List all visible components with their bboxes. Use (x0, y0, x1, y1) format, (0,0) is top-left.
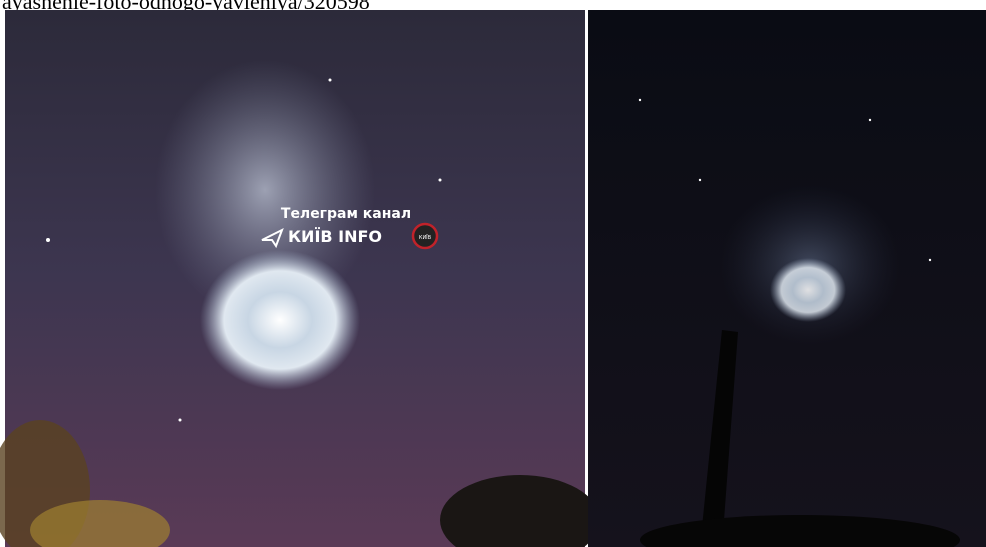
left-photo: Телеграм канал КИЇВ INFO КИЇВ (0, 10, 600, 547)
watermark-badge: КИЇВ (419, 234, 432, 241)
photos: Телеграм канал КИЇВ INFO КИЇВ (0, 0, 986, 547)
watermark-line2: КИЇВ INFO (288, 227, 382, 246)
watermark-line1: Телеграм канал (281, 206, 411, 222)
right-photo (588, 10, 986, 547)
page: ayasnenie-foto-odnogo-yavleniya/320598 (0, 0, 986, 547)
